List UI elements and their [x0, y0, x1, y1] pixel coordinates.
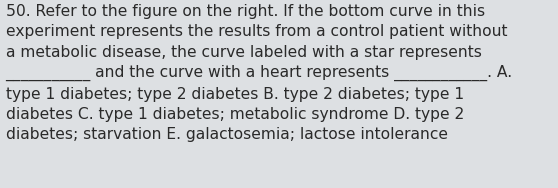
Text: 50. Refer to the figure on the right. If the bottom curve in this
experiment rep: 50. Refer to the figure on the right. If…	[6, 4, 513, 142]
